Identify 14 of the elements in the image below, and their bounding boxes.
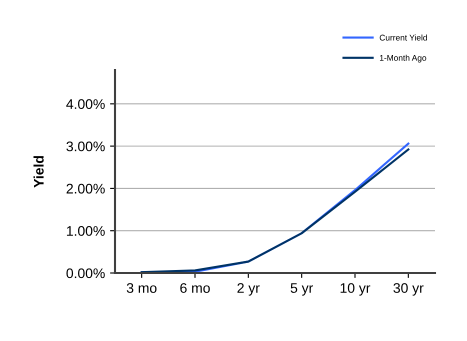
y-tick-label: 2.00% [66, 184, 105, 194]
x-tick-label: 6 mo [180, 283, 210, 293]
x-tick-label: 10 yr [340, 283, 370, 296]
y-tick-label: 1.00% [66, 226, 105, 236]
x-tick-label: 3 mo [126, 283, 157, 293]
x-tick-label: 5 yr [290, 283, 314, 296]
y-axis-title: Yield [34, 156, 44, 188]
x-tick-label: 30 yr [393, 283, 424, 296]
y-tick-label: 4.00% [66, 99, 105, 110]
y-tick-label: 0.00% [66, 268, 105, 278]
y-tick-label: 3.00% [66, 141, 105, 152]
legend-label: Current Yield [380, 34, 427, 41]
legend-label: 1-Month Ago [380, 54, 426, 62]
x-tick-label: 2 yr [237, 283, 260, 296]
